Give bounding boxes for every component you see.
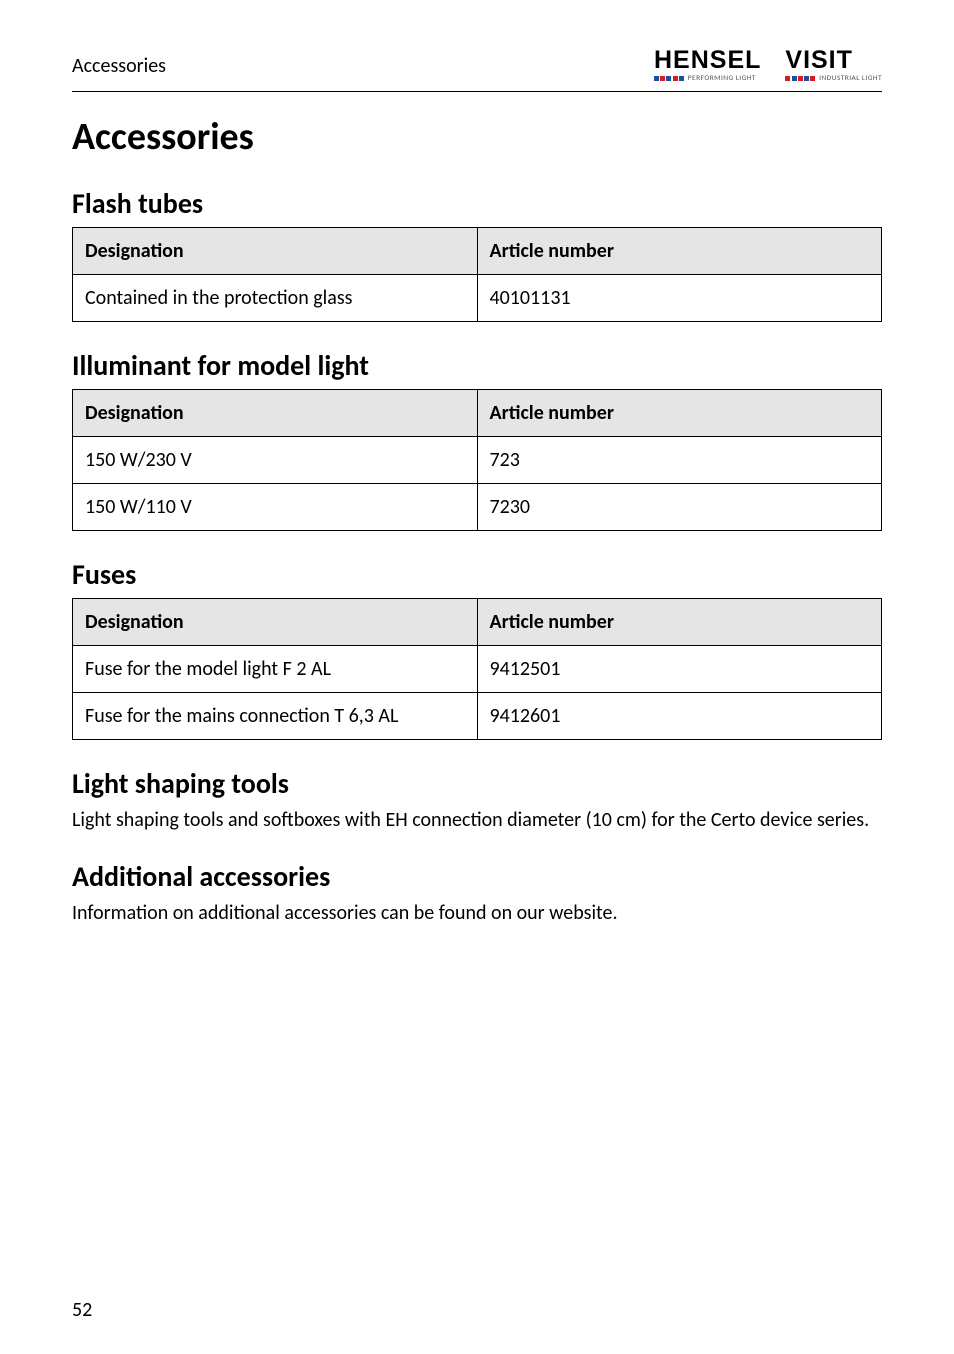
visit-logo-sub-text: INDUSTRIAL LIGHT — [819, 74, 882, 83]
table-header-row: Designation Article number — [73, 390, 882, 437]
table-header-row: Designation Article number — [73, 228, 882, 275]
table-cell: 9412501 — [477, 646, 882, 693]
table-header: Designation — [73, 599, 478, 646]
hensel-logo-sub-text: PERFORMING LIGHT — [688, 74, 756, 83]
flash-tubes-heading: Flash tubes — [72, 186, 882, 221]
table-cell: 150 W/110 V — [73, 484, 478, 531]
table-header: Designation — [73, 390, 478, 437]
table-cell: 40101131 — [477, 275, 882, 322]
visit-logo: VISIT INDUSTRIAL LIGHT — [785, 48, 882, 83]
table-header: Article number — [477, 390, 882, 437]
light-shaping-heading: Light shaping tools — [72, 766, 882, 801]
table-header-row: Designation Article number — [73, 599, 882, 646]
table-cell: 150 W/230 V — [73, 437, 478, 484]
fuses-heading: Fuses — [72, 557, 882, 592]
header-divider — [72, 91, 882, 92]
table-header: Article number — [477, 599, 882, 646]
hensel-squares-icon — [654, 76, 684, 81]
hensel-logo: HENSEL PERFORMING LIGHT — [654, 48, 761, 83]
flash-tubes-table: Designation Article number Contained in … — [72, 227, 882, 322]
hensel-logo-main: HENSEL — [654, 48, 761, 73]
hensel-logo-sub: PERFORMING LIGHT — [654, 74, 761, 83]
table-row: Fuse for the model light F 2 AL 9412501 — [73, 646, 882, 693]
table-row: 150 W/110 V 7230 — [73, 484, 882, 531]
illuminant-heading: Illuminant for model light — [72, 348, 882, 383]
header-section: Accessories — [72, 54, 166, 78]
additional-accessories-body: Information on additional accessories ca… — [72, 900, 882, 926]
page-number: 52 — [72, 1298, 92, 1322]
page-title: Accessories — [72, 114, 882, 160]
table-cell: 7230 — [477, 484, 882, 531]
table-header: Designation — [73, 228, 478, 275]
table-cell: Contained in the protection glass — [73, 275, 478, 322]
visit-logo-main: VISIT — [785, 48, 882, 73]
table-cell: Fuse for the mains connection T 6,3 AL — [73, 693, 478, 740]
table-cell: 723 — [477, 437, 882, 484]
table-header: Article number — [477, 228, 882, 275]
page-header: Accessories HENSEL PERFORMING LIGHT VISI… — [72, 48, 882, 83]
additional-accessories-heading: Additional accessories — [72, 859, 882, 894]
table-cell: Fuse for the model light F 2 AL — [73, 646, 478, 693]
light-shaping-body: Light shaping tools and softboxes with E… — [72, 807, 882, 833]
table-row: 150 W/230 V 723 — [73, 437, 882, 484]
illuminant-table: Designation Article number 150 W/230 V 7… — [72, 389, 882, 531]
fuses-table: Designation Article number Fuse for the … — [72, 598, 882, 740]
visit-logo-sub: INDUSTRIAL LIGHT — [785, 74, 882, 83]
table-cell: 9412601 — [477, 693, 882, 740]
table-row: Fuse for the mains connection T 6,3 AL 9… — [73, 693, 882, 740]
table-row: Contained in the protection glass 401011… — [73, 275, 882, 322]
header-logos: HENSEL PERFORMING LIGHT VISIT INDUSTRIAL… — [654, 48, 882, 83]
visit-squares-icon — [785, 76, 815, 81]
